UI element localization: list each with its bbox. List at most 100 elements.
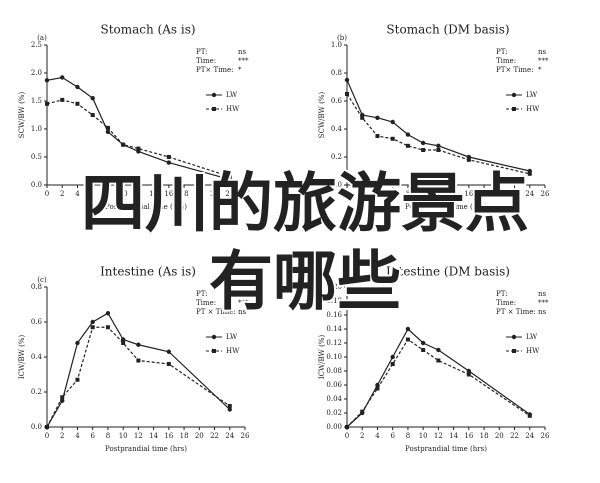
x-tick-label: 8: [406, 190, 410, 198]
x-tick-label: 20: [195, 190, 204, 198]
x-tick-label: 8: [106, 190, 110, 198]
y-tick-label: 0.2: [31, 388, 42, 396]
y-tick-label: 2.0: [31, 69, 42, 77]
marker: [166, 349, 172, 354]
stat-label: PT:: [196, 290, 208, 298]
chart-title: Intestine (DM basis): [386, 265, 510, 279]
marker: [120, 337, 126, 342]
marker: [466, 368, 472, 374]
stat-value: ns: [238, 48, 247, 56]
legend-label: HW: [526, 105, 540, 113]
stat-label: PT× Time:: [496, 66, 534, 74]
legend-label: HW: [226, 347, 240, 355]
x-tick-label: 0: [345, 432, 349, 440]
marker: [90, 325, 95, 330]
stat-label: PT × Time:: [496, 308, 536, 316]
marker: [375, 115, 380, 121]
y-axis-label: SCW/BW (%): [318, 92, 326, 139]
y-tick-label: 2.5: [31, 41, 42, 49]
legend-label: HW: [526, 347, 540, 355]
stat-label: PT × Time:: [196, 308, 236, 316]
series-line: [346, 328, 531, 428]
stat-label: PT:: [496, 48, 508, 56]
marker: [421, 348, 426, 352]
x-tick-label: 14: [149, 190, 158, 198]
marker: [136, 342, 141, 347]
y-tick-label: 1.5: [31, 97, 42, 105]
panel: Intestine (DM basis) (d) 0.00 0.02 0.04 0.06 0…: [318, 265, 550, 454]
x-tick-label: 26: [241, 190, 250, 198]
stat-label: Time:: [196, 299, 216, 307]
y-tick-label: 0.2: [331, 153, 342, 161]
y-tick-label: 0.0: [31, 181, 42, 189]
stat-value: ***: [238, 57, 249, 65]
marker: [105, 311, 111, 316]
y-tick-label: 0.04: [326, 395, 342, 403]
stat-value: ns: [538, 290, 547, 298]
y-tick-label: 1.0: [31, 125, 42, 133]
legend-label: LW: [526, 91, 538, 99]
panel-label: (a): [37, 34, 47, 42]
x-tick-label: 6: [90, 190, 95, 198]
stat-label: PT:: [496, 290, 508, 298]
legend-marker: [211, 92, 217, 98]
y-tick-label: 0.8: [331, 69, 342, 77]
legend-marker: [511, 334, 517, 340]
x-tick-label: 20: [495, 190, 504, 198]
x-tick-label: 14: [449, 432, 458, 440]
stat-value: ***: [238, 299, 249, 307]
charts: Stomach (As is)(a)0.00.51.01.52.02.50 2 4 6…: [18, 23, 550, 454]
marker: [90, 96, 95, 101]
marker: [405, 326, 411, 332]
y-tick-label: 0.12: [326, 339, 342, 347]
marker: [166, 155, 171, 159]
stat-label: Time:: [496, 57, 516, 65]
marker: [375, 386, 380, 391]
x-tick-label: 20: [195, 432, 204, 440]
y-tick-label: 0.18: [326, 297, 342, 305]
x-tick-label: 16: [464, 432, 473, 440]
y-tick-label: 1.0: [331, 41, 342, 49]
series-line: [346, 338, 531, 428]
x-tick-label: 18: [480, 190, 489, 198]
marker: [360, 115, 365, 120]
marker: [60, 395, 65, 400]
y-tick-label: 0.6: [31, 318, 43, 326]
x-tick-label: 26: [241, 432, 250, 440]
stat-value: ns: [238, 290, 247, 298]
marker: [405, 132, 411, 137]
marker: [75, 340, 80, 346]
stat-label: PT:: [196, 48, 208, 56]
marker: [405, 143, 410, 148]
chart-title: Stomach (DM basis): [386, 23, 509, 37]
marker: [44, 78, 50, 83]
marker: [227, 407, 232, 412]
stat-value: ***: [538, 57, 549, 65]
stat-value: ***: [538, 299, 549, 307]
panel-label: (c): [37, 276, 47, 284]
y-tick-label: 0.06: [326, 381, 342, 389]
y-tick-label: 0.14: [326, 325, 342, 333]
marker: [227, 174, 232, 179]
y-tick-label: 0.0: [31, 423, 42, 431]
marker: [466, 157, 471, 162]
panel: Stomach (DM basis) (b) 0.0 0.2 0.4 0.6 0.8 1.0 0…: [318, 23, 550, 212]
marker: [436, 347, 441, 353]
x-tick-label: 24: [525, 432, 534, 440]
x-tick-label: 14: [449, 190, 458, 198]
y-tick-label: 0.10: [326, 353, 342, 361]
marker: [227, 404, 232, 408]
x-tick-label: 12: [434, 432, 443, 440]
series-line: [46, 312, 231, 428]
x-tick-label: 0: [45, 190, 49, 198]
x-axis-label: Postprandial time (hrs): [105, 203, 187, 211]
marker: [420, 140, 426, 146]
y-tick-label: 0.6: [331, 97, 343, 105]
marker: [136, 358, 141, 363]
x-axis-label: Postprandial time (hrs): [405, 445, 487, 453]
marker: [75, 101, 80, 106]
y-tick-label: 0.00: [326, 423, 342, 431]
x-tick-label: 4: [375, 432, 380, 440]
panel-label: (d): [337, 276, 347, 284]
